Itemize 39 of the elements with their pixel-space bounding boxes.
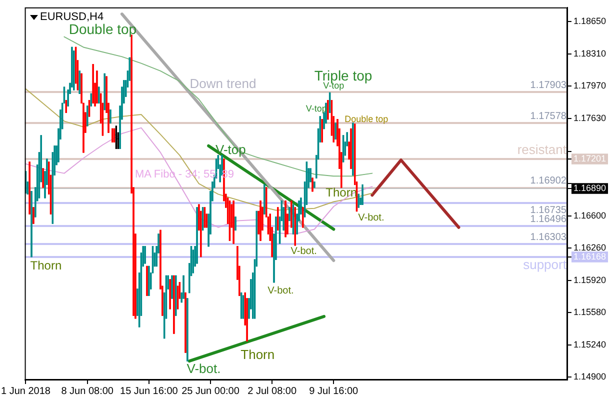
x-tick-label: 25 Jun 00:00 <box>182 386 240 397</box>
ref-line-label: 1.17903 <box>530 80 567 91</box>
annotation: Double top <box>344 114 388 124</box>
annotation: V-bot. <box>268 286 294 297</box>
y-tick-label: 1.16600 <box>573 210 606 220</box>
y-tick-label: 1.15240 <box>573 339 606 350</box>
annotation: V-bot. <box>186 361 221 376</box>
x-tick-label: 15 Jun 16:00 <box>120 386 178 397</box>
annotation: Double top <box>68 21 137 38</box>
ref-line-label: 1.16496 <box>530 214 567 225</box>
annotation: V-bot. <box>290 246 317 257</box>
ref-line-label: 1.17578 <box>530 110 567 122</box>
x-tick-label: 2 Jul 08:00 <box>248 386 297 397</box>
ref-line-label: 1.16303 <box>530 232 567 243</box>
y-tick-label: 1.17201 <box>573 153 606 164</box>
y-tick-label: 1.17630 <box>573 112 606 123</box>
x-tick-label: 1 Jun 2018 <box>0 386 51 397</box>
y-tick-label: 1.18310 <box>573 48 606 58</box>
x-tick-label: 8 Jun 08:00 <box>61 386 114 397</box>
y-tick-label: 1.18650 <box>573 16 606 26</box>
y-tick-label: 1.15580 <box>573 307 606 318</box>
ref-line-label: support <box>523 257 567 272</box>
y-tick-label: 1.16260 <box>573 242 606 253</box>
ref-line-label: 1.16735 <box>530 204 567 216</box>
annotation: Down trend <box>190 76 256 91</box>
y-tick-label: 1.15920 <box>573 274 606 285</box>
ref-line-label: resistant <box>517 142 567 158</box>
ref-line-label: 1.16902 <box>530 175 567 186</box>
y-tick-label: 1.16168 <box>573 251 606 262</box>
y-tick-label: 1.14900 <box>573 372 606 382</box>
y-tick-label: 1.17970 <box>573 80 606 91</box>
annotation: V-bot. <box>358 212 384 224</box>
annotation: Thorn <box>30 258 62 273</box>
y-tick-label: 1.16890 <box>573 182 606 193</box>
x-tick-label: 9 Jul 16:00 <box>309 386 359 397</box>
chart-title: EURUSD,H4 <box>40 11 104 23</box>
annotation: V-top <box>323 80 344 91</box>
annotation: Triple top <box>314 67 372 84</box>
annotation: Thorn <box>240 346 275 362</box>
